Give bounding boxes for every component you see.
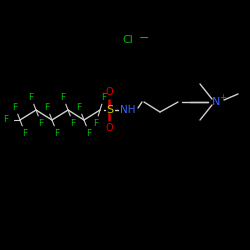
- Text: F: F: [102, 92, 106, 102]
- Text: F: F: [12, 102, 18, 112]
- Text: F: F: [54, 128, 60, 138]
- Text: S: S: [106, 105, 114, 115]
- Text: O: O: [105, 123, 113, 133]
- Text: F: F: [60, 92, 66, 102]
- Text: −: −: [139, 32, 149, 44]
- Text: +: +: [220, 92, 226, 102]
- Text: Cl: Cl: [122, 35, 134, 45]
- Text: O: O: [105, 87, 113, 97]
- Text: F: F: [28, 92, 34, 102]
- Text: F: F: [22, 128, 28, 138]
- Text: F: F: [38, 118, 44, 128]
- Text: NH: NH: [120, 105, 136, 115]
- Text: N: N: [212, 97, 220, 107]
- Text: F: F: [94, 118, 98, 128]
- Text: F: F: [70, 118, 76, 128]
- Text: F: F: [86, 128, 92, 138]
- Text: F: F: [4, 116, 8, 124]
- Text: F: F: [76, 102, 82, 112]
- Text: F: F: [44, 102, 50, 112]
